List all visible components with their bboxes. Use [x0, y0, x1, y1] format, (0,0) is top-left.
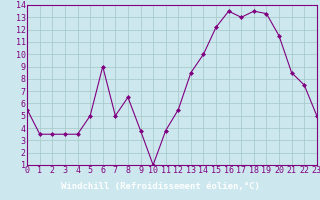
Text: Windchill (Refroidissement éolien,°C): Windchill (Refroidissement éolien,°C): [60, 182, 260, 192]
